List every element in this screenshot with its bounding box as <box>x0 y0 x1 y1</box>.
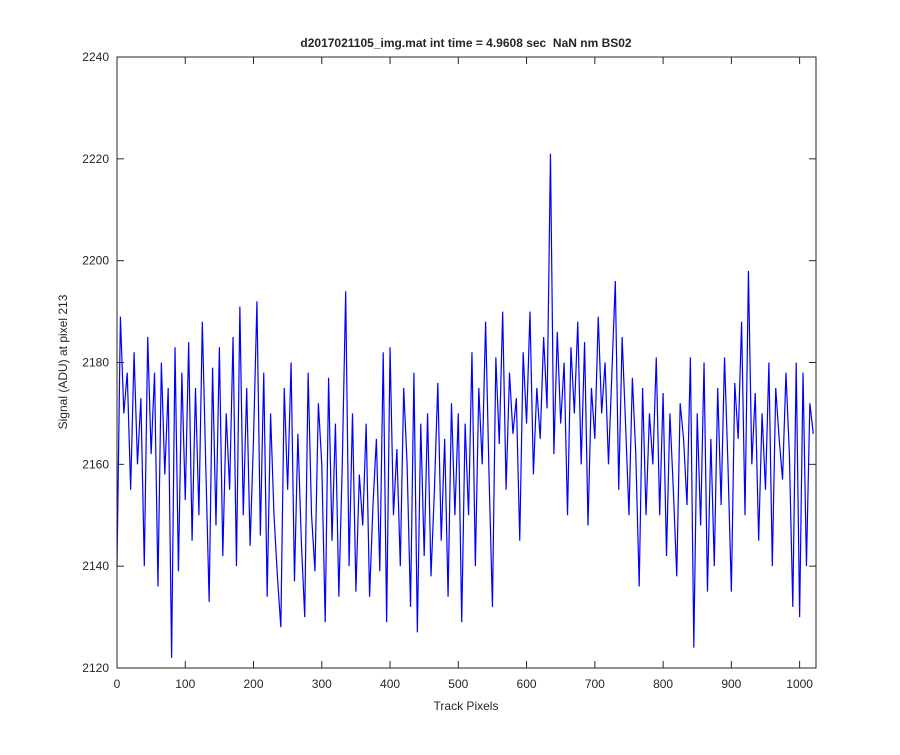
y-tick-label: 2240 <box>82 50 109 64</box>
x-tick-label: 100 <box>175 677 195 691</box>
y-tick-label: 2180 <box>82 356 109 370</box>
y-tick-label: 2200 <box>82 254 109 268</box>
data-line <box>116 153 814 658</box>
y-tick-label: 2120 <box>82 661 109 675</box>
x-axis-label: Track Pixels <box>434 699 499 713</box>
y-tick-label: 2160 <box>82 457 109 471</box>
y-axis-label: Signal (ADU) at pixel 213 <box>56 294 70 429</box>
x-tick-label: 200 <box>244 677 264 691</box>
y-tick-label: 2140 <box>82 559 109 573</box>
x-tick-label: 900 <box>721 677 741 691</box>
x-tick-label: 400 <box>380 677 400 691</box>
x-tick-label: 500 <box>448 677 468 691</box>
y-tick-label: 2220 <box>82 152 109 166</box>
x-tick-label: 0 <box>114 677 121 691</box>
axes-box <box>116 56 817 669</box>
chart-title: d2017021105_img.mat int time = 4.9608 se… <box>300 36 632 50</box>
x-tick-label: 600 <box>517 677 537 691</box>
x-tick-label: 800 <box>653 677 673 691</box>
x-tick-label: 1000 <box>786 677 813 691</box>
x-tick-label: 700 <box>585 677 605 691</box>
x-tick-label: 300 <box>312 677 332 691</box>
